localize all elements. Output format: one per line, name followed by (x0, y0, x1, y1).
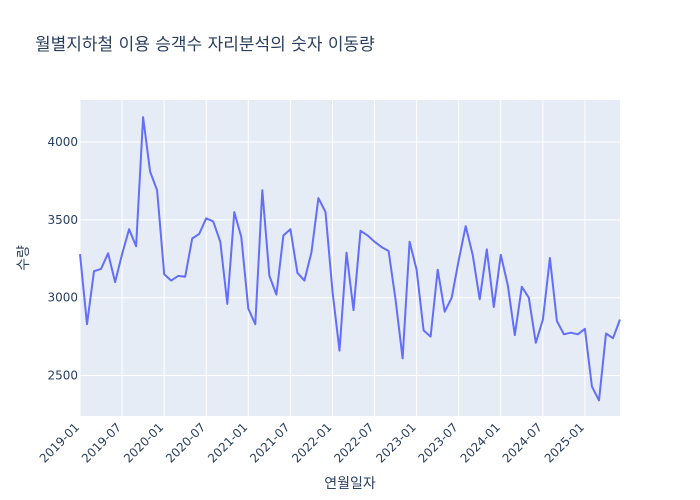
x-tick-label: 2024-01 (458, 420, 503, 465)
chart-title: 월별지하철 이용 승객수 자리분석의 숫자 이동량 (35, 35, 375, 55)
x-tick-label: 2020-07 (163, 420, 208, 465)
x-tick-label: 2023-07 (415, 420, 460, 465)
x-axis-ticks: 2019-012019-072020-012020-072021-012021-… (37, 420, 587, 465)
plot-area (80, 100, 620, 416)
y-tick-label: 3500 (47, 213, 78, 227)
y-tick-label: 4000 (47, 135, 78, 149)
x-tick-label: 2025-01 (542, 420, 587, 465)
series-line (79, 116, 621, 402)
x-tick-label: 2022-07 (331, 420, 376, 465)
x-tick-label: 2019-07 (79, 420, 124, 465)
x-tick-label: 2021-07 (247, 420, 292, 465)
y-tick-label: 3000 (47, 291, 78, 305)
x-tick-label: 2024-07 (500, 420, 545, 465)
y-axis-ticks: 2500 3000 3500 4000 (47, 135, 78, 382)
x-tick-label: 2020-01 (121, 420, 166, 465)
x-tick-label: 2023-01 (373, 420, 418, 465)
x-tick-label: 2022-01 (289, 420, 334, 465)
x-axis-title: 연월일자 (324, 476, 376, 492)
grid-lines (79, 100, 620, 416)
y-axis-title: 수량 (16, 245, 32, 271)
series-layer (79, 116, 621, 402)
x-tick-label: 2019-01 (37, 420, 82, 465)
y-tick-label: 2500 (47, 369, 78, 383)
x-tick-label: 2021-01 (205, 420, 250, 465)
